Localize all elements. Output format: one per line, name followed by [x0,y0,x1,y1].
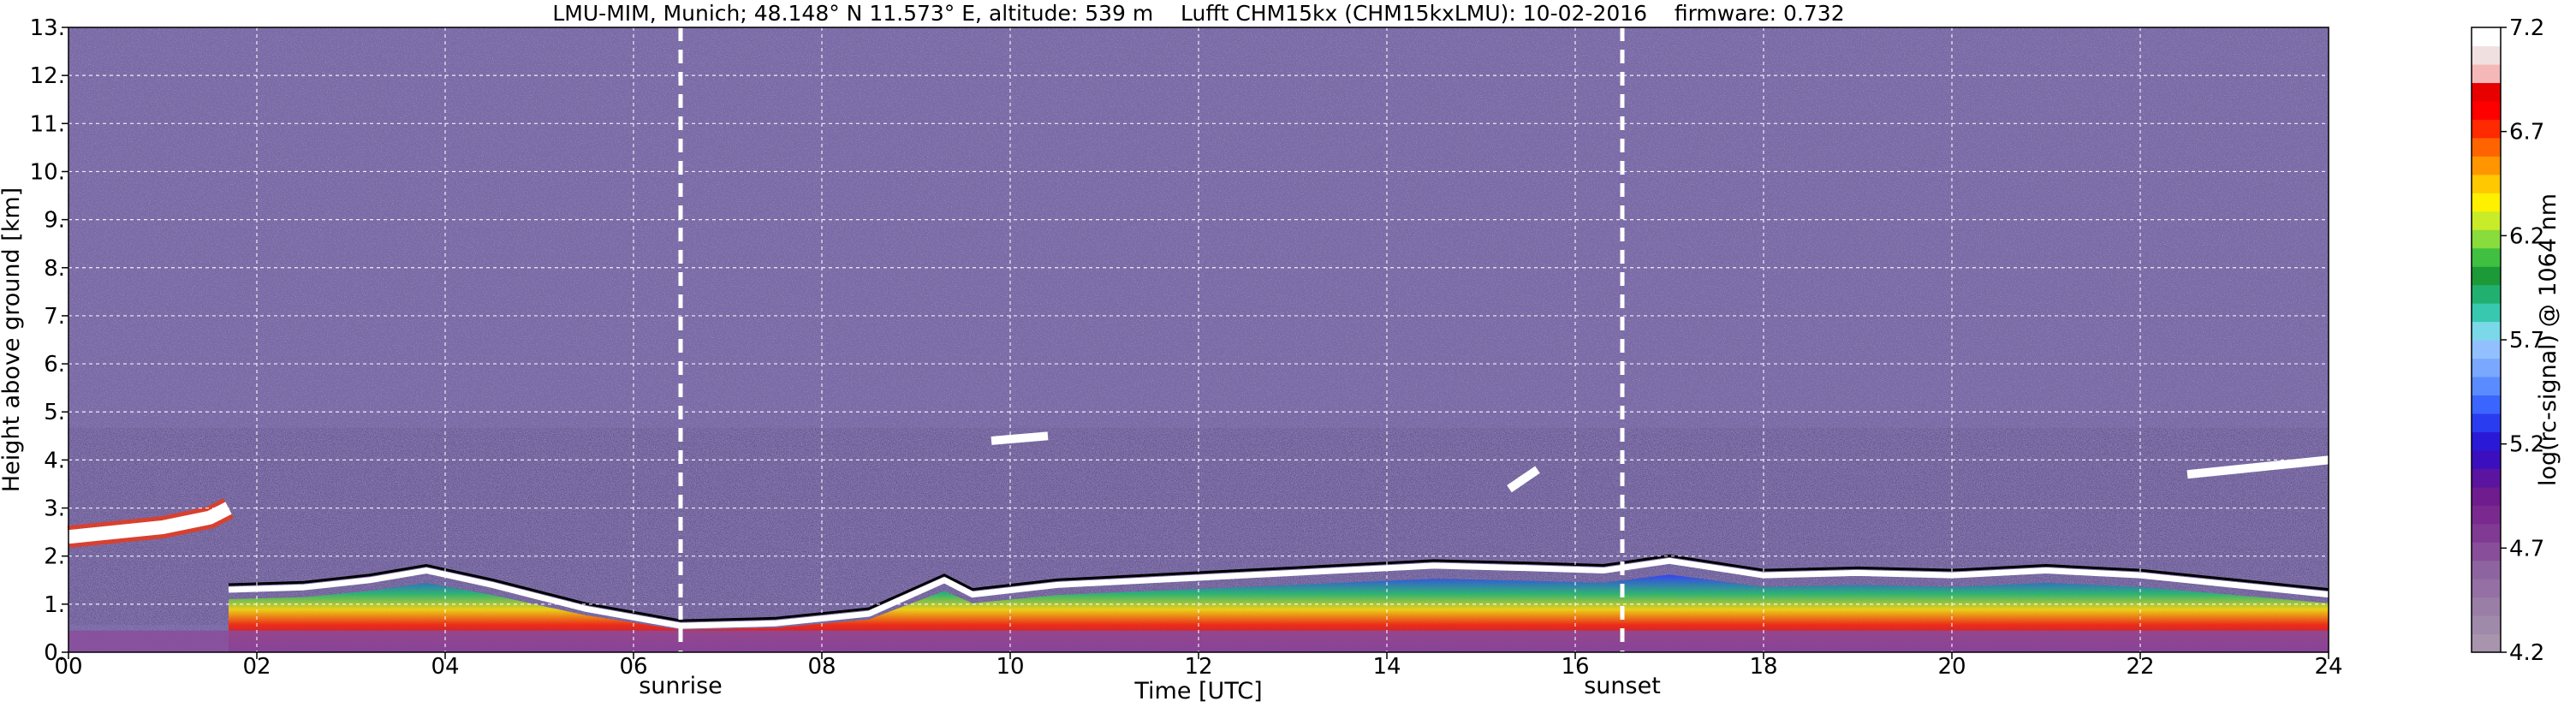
layer-segment [1507,466,1540,493]
y-tick-label: 9. [44,208,65,234]
colorbar-swatch [2472,156,2501,175]
colorbar-tick-label: 7.2 [2509,15,2544,41]
layer-track [68,502,232,544]
colorbar-swatch [2472,358,2501,377]
colorbar-tick-label: 5.2 [2509,432,2544,458]
colorbar-swatch [2472,468,2501,488]
gridlines [68,27,2329,652]
colorbar-swatch [2472,27,2501,47]
colorbar-swatch [2472,597,2501,616]
layer-segment [991,431,1049,445]
x-tick-label: 18 [1749,654,1777,680]
layer-segment [2186,455,2329,479]
y-tick-label: 7. [44,304,65,330]
colorbar-swatch [2472,63,2501,84]
y-tick-label: 13. [30,15,65,41]
colorbar-swatch [2472,45,2501,65]
x-tick-label: 14 [1372,654,1401,680]
x-tick-label: 20 [1937,654,1966,680]
colorbar-tick-label: 6.2 [2509,223,2544,249]
y-tick-label: 2. [44,544,65,570]
colorbar-swatch [2472,82,2501,102]
colorbar-swatch [2472,523,2501,543]
sun-lines [678,27,1625,652]
colorbar-swatch [2472,211,2501,230]
colorbar-swatch [2472,229,2501,249]
x-tick-label: 16 [1561,654,1589,680]
y-tick-label: 4. [44,448,65,473]
x-tick-label: 00 [54,654,82,680]
chart-title: LMU-MIM, Munich; 48.148° N 11.573° E, al… [552,1,1844,26]
colorbar-swatch [2472,119,2501,139]
layer-edge [228,554,2329,622]
colorbar-label: log(rc-signal) @ 1064 nm [2535,193,2561,486]
colorbar-swatch [2472,486,2501,506]
colorbar: 4.2 4.7 5.2 5.7 6.2 6.7 7.2 [2471,15,2544,666]
colorbar-swatch [2472,560,2501,579]
sunset-label: sunset [1584,673,1661,699]
colorbar-swatch [2472,431,2501,451]
y-axis: 0. 1. 2. 3. 4. 5. 6. 7. 8. 9. 10. 11. 12. 13. [30,15,68,666]
y-tick-label: 10. [30,159,65,185]
y-tick-label: 12. [30,63,65,89]
y-tick-label: 8. [44,256,65,282]
colorbar-swatch [2472,615,2501,635]
colorbar-swatch [2472,137,2501,157]
colorbar-swatch [2472,340,2501,359]
y-tick-label: 1. [44,592,65,618]
annotations: sunrise sunset [639,673,1661,699]
colorbar-swatch [2472,376,2501,396]
colorbar-swatch [2472,321,2501,341]
colorbar-swatch [2472,284,2501,304]
colorbar-swatch [2472,395,2501,414]
colorbar-swatch [2472,266,2501,286]
x-tick-label: 10 [996,654,1024,680]
y-tick-label: 3. [44,496,65,522]
x-tick-label: 04 [431,654,459,680]
colorbar-tick-label: 4.2 [2509,640,2544,666]
colorbar-swatch [2472,505,2501,525]
x-tick-label: 02 [242,654,271,680]
colorbar-swatch [2472,413,2501,432]
y-tick-label: 11. [30,111,65,137]
colorbar-tick-label: 5.7 [2509,328,2544,354]
colorbar-swatch [2472,100,2501,120]
colorbar-swatch [2472,542,2501,561]
colorbar-tick-label: 4.7 [2509,536,2544,561]
colorbar-swatch [2472,193,2501,212]
x-tick-label: 06 [619,654,647,680]
x-tick-label: 24 [2314,654,2342,680]
x-tick-label: 08 [807,654,836,680]
colorbar-swatch [2472,633,2501,653]
x-tick-label: 22 [2126,654,2154,680]
x-tick-label: 12 [1184,654,1212,680]
y-tick-label: 6. [44,352,65,377]
colorbar-swatch [2472,303,2501,323]
x-axis-label: Time [UTC] [1133,678,1262,704]
surface-aerosol-band [68,630,2329,652]
colorbar-swatch [2472,174,2501,193]
y-axis-label: Height above ground [km] [0,187,25,492]
colorbar-swatch [2472,449,2501,469]
sunrise-label: sunrise [639,673,723,699]
plot-area [67,27,2329,653]
y-tick-label: 0. [44,640,65,666]
colorbar-swatch [2472,579,2501,598]
x-axis: 00 02 04 06 08 10 12 14 16 18 20 22 24 [54,652,2343,680]
y-tick-label: 5. [44,400,65,425]
colorbar-swatch [2472,247,2501,267]
colorbar-tick-label: 6.7 [2509,120,2544,146]
